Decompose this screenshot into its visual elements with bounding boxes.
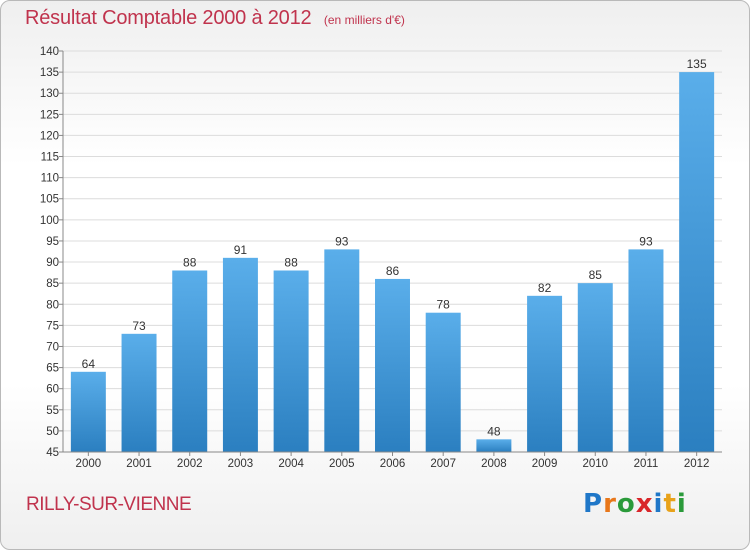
y-tick-label: 45	[46, 447, 59, 459]
bar-2003	[222, 257, 258, 452]
x-tick-label: 2004	[278, 458, 304, 470]
bar-2007	[425, 312, 461, 452]
bar-2000	[70, 371, 106, 452]
bar-value-label: 64	[82, 357, 96, 371]
x-tick-label: 2001	[126, 458, 152, 470]
bar-2004	[273, 270, 309, 452]
y-tick-label: 75	[46, 320, 59, 332]
logo-letter: o	[616, 489, 636, 519]
chart-subtitle: (en milliers d'€)	[323, 13, 405, 27]
bar-value-label: 91	[234, 243, 248, 257]
proxiti-logo: Proxiti	[583, 489, 687, 519]
bars: 64 73 88 91 88 93 86 78 48 82 85 93 135	[70, 57, 715, 453]
y-tick-label: 140	[40, 46, 59, 58]
bar-value-label: 93	[639, 234, 653, 248]
logo-letter: t	[663, 489, 677, 519]
y-tick-label: 105	[40, 194, 59, 206]
bar-value-label: 88	[183, 255, 197, 269]
bar-2001	[121, 333, 157, 452]
bar-value-label: 93	[335, 234, 349, 248]
axes: 45 50 55 60 65 70 75 80 85 90 95 100 105 110 115 120 125…	[40, 46, 722, 470]
y-tick-label: 120	[40, 130, 59, 142]
x-tick-label: 2011	[634, 458, 659, 470]
y-tick-label: 80	[46, 299, 59, 311]
x-tick-label: 2003	[228, 458, 254, 470]
bar-value-label: 85	[589, 268, 603, 282]
y-tick-label: 130	[40, 88, 59, 100]
y-tick-label: 70	[46, 341, 59, 353]
y-tick-label: 85	[46, 278, 59, 290]
logo-letter: P	[583, 489, 604, 519]
x-tick-label: 2009	[532, 458, 558, 470]
x-tick-label: 2012	[684, 458, 710, 470]
y-tick-label: 100	[40, 215, 59, 227]
bar-2002	[172, 270, 208, 452]
y-tick-label: 65	[46, 363, 59, 375]
bar-value-label: 78	[437, 298, 451, 312]
bar-2012	[679, 72, 715, 453]
title-row: Résultat Comptable 2000 à 2012 (en milli…	[25, 7, 405, 30]
bar-2006	[375, 278, 410, 452]
y-tick-label: 125	[40, 109, 59, 121]
x-tick-label: 2002	[177, 458, 203, 470]
y-tick-label: 60	[46, 384, 59, 396]
bar-value-label: 88	[284, 255, 298, 269]
x-tick-label: 2007	[430, 458, 456, 470]
y-tick-label: 55	[46, 405, 59, 417]
bar-2009	[527, 295, 563, 452]
x-tick-label: 2010	[582, 458, 608, 470]
bar-2011	[628, 249, 664, 452]
y-tick-label: 95	[46, 236, 59, 248]
logo-letter: r	[603, 489, 617, 519]
logo-letter: i	[676, 489, 687, 519]
chart-title: Résultat Comptable 2000 à 2012	[25, 7, 312, 29]
y-tick-label: 135	[40, 67, 59, 79]
bar-2010	[577, 283, 613, 452]
x-tick-label: 2000	[76, 458, 102, 470]
bar-value-label: 82	[538, 281, 552, 295]
bar-2005	[324, 249, 360, 452]
bar-2008	[476, 439, 512, 452]
x-tick-label: 2005	[329, 458, 355, 470]
bar-value-label: 135	[687, 57, 707, 71]
x-tick-label: 2006	[380, 458, 406, 470]
commune-name: RILLY-SUR-VIENNE	[26, 494, 192, 515]
bar-value-label: 86	[386, 264, 400, 278]
logo-letter: x	[635, 489, 654, 519]
y-tick-label: 50	[46, 426, 59, 438]
bar-value-label: 73	[132, 319, 146, 333]
x-tick-label: 2008	[481, 458, 507, 470]
bar-value-label: 48	[487, 424, 501, 438]
y-tick-label: 110	[41, 173, 59, 185]
y-tick-label: 90	[46, 257, 59, 269]
y-tick-label: 115	[41, 152, 59, 164]
logo-letter: i	[653, 489, 664, 519]
